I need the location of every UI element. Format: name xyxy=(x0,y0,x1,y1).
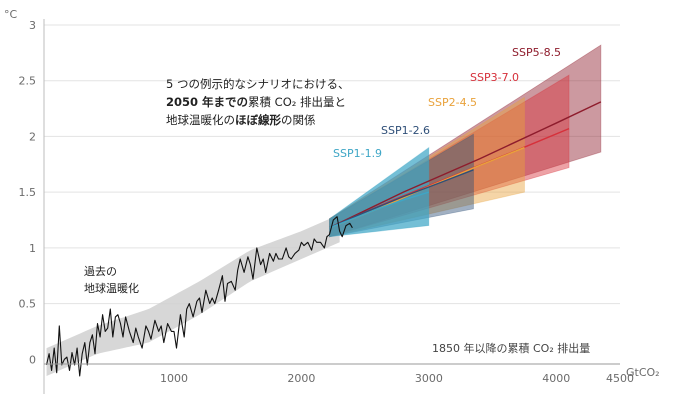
annotation-span: 地球温暖化の xyxy=(166,113,235,127)
historical-observed-line xyxy=(45,216,353,377)
annotation-span: 2050 年までの xyxy=(166,95,248,109)
y-tick-label: 1 xyxy=(29,242,36,255)
annotation-span: ほぼ線形 xyxy=(235,113,281,127)
line-ssp5-8-5 xyxy=(329,101,602,229)
series-label: SSP2-4.5 xyxy=(428,96,477,109)
annotation-span: の関係 xyxy=(281,113,316,127)
x-tick-label: 1000 xyxy=(160,372,188,385)
annotation-line: 地球温暖化のほぼ線形の関係 xyxy=(166,113,316,127)
series-label: SSP1-2.6 xyxy=(381,124,430,137)
x-unit-label: GtCO₂ xyxy=(626,366,660,379)
annotation-span: 累積 CO₂ 排出量と xyxy=(248,95,346,109)
scenario-bands xyxy=(329,44,602,238)
x-tick-label: 3000 xyxy=(415,372,443,385)
annotation-line: 5 つの例示的なシナリオにおける、 xyxy=(166,77,349,91)
y-unit-label: °C xyxy=(4,8,18,21)
y-tick-label: 3 xyxy=(29,19,36,32)
series-label: SSP1-1.9 xyxy=(333,147,382,160)
x-tick-label: 2000 xyxy=(287,372,315,385)
line-ssp1-2-6 xyxy=(329,169,474,229)
historical-observed-path xyxy=(45,216,353,377)
historical-range-band xyxy=(46,214,340,376)
y-tick-label: 1.5 xyxy=(19,186,37,199)
historical-range-area xyxy=(46,214,340,376)
band-ssp1-1-9 xyxy=(329,146,430,238)
series-label: SSP5-8.5 xyxy=(512,46,561,59)
annotation-line: 2050 年までの累積 CO₂ 排出量と xyxy=(166,95,346,109)
x-tick-label: 4000 xyxy=(542,372,570,385)
y-tick-label: 2.5 xyxy=(19,75,37,88)
labels: SSP1-1.9 SSP1-2.6 SSP2-4.5 SSP3-7.0 SSP5-8.5… xyxy=(84,46,561,295)
historical-note-line: 過去の xyxy=(84,265,117,278)
historical-note-line: 地球温暖化 xyxy=(84,281,139,295)
line-ssp1-1-9 xyxy=(329,191,430,229)
gridlines xyxy=(44,24,620,305)
scenario-central-lines xyxy=(329,101,602,229)
x-tick-label: 4500 xyxy=(606,372,634,385)
x-axis-title: 1850 年以降の累積 CO₂ 排出量 xyxy=(432,341,590,355)
y-tick-label: 0 xyxy=(29,353,36,366)
annotation-span: 5 つの例示的なシナリオにおける、 xyxy=(166,77,349,91)
y-tick-label: 0.5 xyxy=(19,298,37,311)
axes: 0 0.5 1 1.5 2 2.5 3 1000 2000 3000 4000 4500 xyxy=(19,19,634,394)
series-label: SSP3-7.0 xyxy=(470,71,519,84)
y-tick-label: 2 xyxy=(29,130,36,143)
